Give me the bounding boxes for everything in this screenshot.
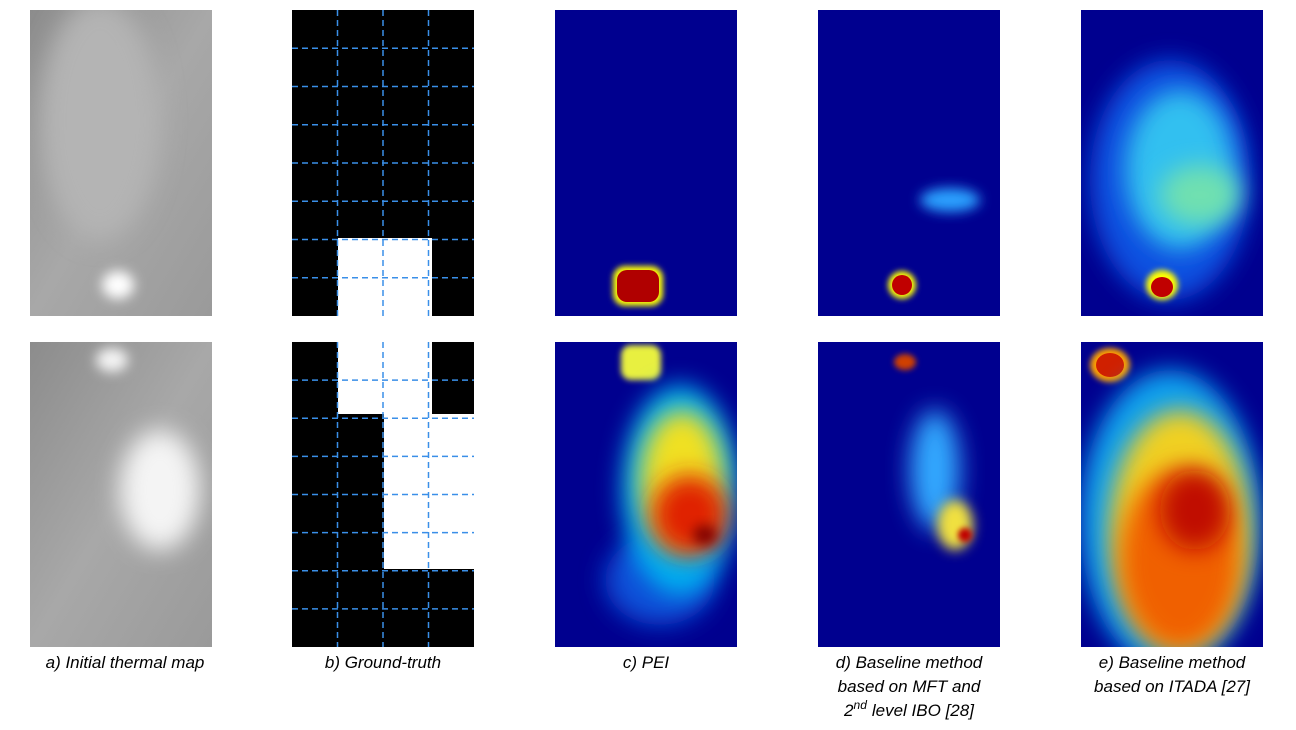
caption: b) Ground-truth bbox=[325, 653, 441, 672]
heatmap bbox=[818, 342, 1000, 647]
page-body: a) Initial thermal map b) Ground-truth c… bbox=[0, 0, 1296, 725]
heatmap bbox=[555, 342, 738, 647]
caption-superscript: nd bbox=[854, 698, 868, 712]
caption: c) PEI bbox=[623, 653, 670, 672]
thermal-map bbox=[30, 342, 212, 647]
caption: a) Initial thermal map bbox=[46, 653, 205, 672]
heatmap bbox=[555, 10, 737, 316]
heatmap bbox=[1081, 10, 1263, 316]
caption: e) Baseline method bbox=[1099, 653, 1246, 672]
figure: a) Initial thermal map b) Ground-truth c… bbox=[0, 0, 1296, 725]
caption: based on ITADA [27] bbox=[1094, 677, 1251, 696]
page: {"panels": [ {"caption": ["a) Initial th… bbox=[0, 0, 1296, 725]
caption: based on MFT and bbox=[838, 677, 981, 696]
thermal-map bbox=[30, 0, 212, 316]
heatmap bbox=[818, 10, 1000, 316]
caption: d) Baseline method bbox=[836, 653, 983, 672]
caption-part: 2 bbox=[843, 701, 854, 720]
caption-part: level IBO [28] bbox=[872, 701, 975, 720]
heatmap bbox=[1080, 342, 1263, 670]
caption: 2nd level IBO [28] bbox=[843, 698, 975, 720]
